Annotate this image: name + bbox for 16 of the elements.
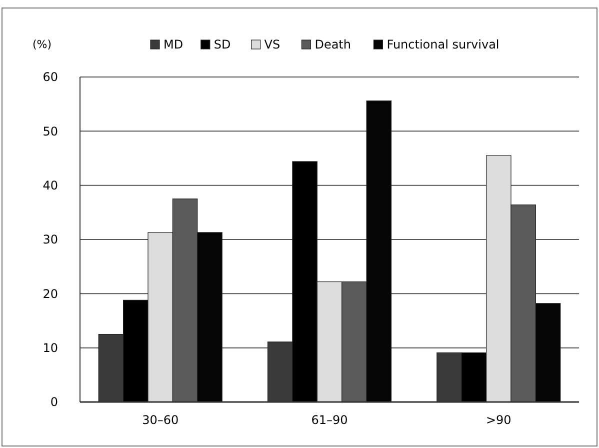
y-axis-title: (%) <box>32 38 52 51</box>
y-tick-label: 30 <box>42 232 58 247</box>
y-tick-label: 60 <box>42 70 58 84</box>
legend-label: MD <box>164 38 184 52</box>
y-tick-label: 0 <box>50 395 58 410</box>
y-tick-label: 10 <box>42 341 58 356</box>
legend-label: VS <box>264 38 280 52</box>
legend-label: Death <box>314 38 351 52</box>
legend-label: SD <box>214 38 231 52</box>
x-tick-label: >90 <box>486 413 512 427</box>
legend-label: Functional survival <box>386 38 500 52</box>
y-tick-label: 40 <box>42 178 58 193</box>
x-tick-label: 61–90 <box>311 413 348 427</box>
y-tick-label: 20 <box>42 286 58 301</box>
x-tick-label: 30–60 <box>142 413 179 427</box>
y-tick-label: 50 <box>42 124 58 138</box>
